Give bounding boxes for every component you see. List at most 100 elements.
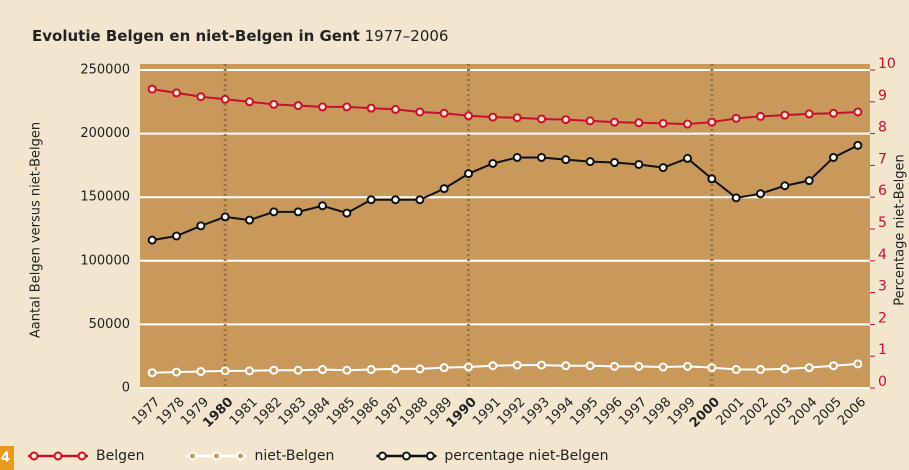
data-point [610, 117, 619, 127]
data-point [853, 359, 863, 369]
data-point [196, 221, 206, 231]
data-point [658, 163, 668, 173]
data-point [342, 102, 352, 112]
data-point [585, 157, 595, 167]
data-point [391, 364, 400, 374]
y2-tick-label: 4 [878, 247, 887, 263]
data-point [318, 102, 327, 112]
data-point [391, 195, 400, 205]
data-point [488, 361, 498, 371]
data-point [610, 361, 619, 371]
chart-title: Evolutie Belgen en niet-Belgen in Gent [32, 27, 360, 45]
data-point [585, 361, 595, 371]
y2-tick-label: 5 [878, 215, 887, 231]
data-point [318, 365, 327, 375]
data-point [439, 184, 449, 194]
data-point [537, 152, 546, 162]
page-number: 4 [1, 451, 10, 466]
data-point [196, 92, 206, 102]
data-point [245, 97, 254, 107]
y-tick-label: 200000 [80, 126, 130, 141]
data-point [293, 101, 303, 111]
data-point [220, 94, 230, 104]
chart-subtitle: 1977–2006 [365, 27, 449, 45]
y-tick-label: 0 [122, 381, 130, 396]
data-point [147, 84, 157, 94]
data-point [585, 116, 595, 126]
legend-marker [29, 451, 39, 461]
y2-tick-label: 8 [878, 120, 887, 136]
data-point [439, 108, 449, 118]
legend-marker [187, 451, 197, 461]
legend-marker [235, 451, 245, 461]
data-point [756, 111, 765, 121]
data-point [415, 195, 425, 205]
data-point [829, 108, 838, 118]
data-point [366, 103, 376, 113]
data-point [683, 153, 692, 163]
data-point [561, 155, 571, 165]
legend-label: percentage niet-Belgen [444, 448, 608, 464]
y-tick-label: 250000 [80, 63, 130, 78]
data-point [561, 115, 571, 125]
y2-tick-label: 2 [878, 310, 887, 326]
data-point [610, 158, 619, 168]
data-point [293, 365, 303, 375]
data-point [537, 360, 546, 370]
data-point [342, 365, 352, 375]
data-point [683, 119, 692, 129]
y-tick-label: 50000 [89, 317, 130, 332]
data-point [464, 362, 473, 372]
data-point [172, 88, 181, 98]
data-point [269, 99, 279, 109]
data-point [147, 235, 157, 245]
data-point [853, 140, 863, 150]
legend-marker [377, 451, 387, 461]
data-point [293, 207, 303, 217]
legend-label: Belgen [96, 448, 144, 464]
y2-axis-label: Percentage niet-Belgen [893, 154, 908, 305]
data-point [658, 362, 668, 372]
data-point [391, 104, 400, 114]
y2-tick-label: 6 [878, 183, 887, 199]
data-point [707, 174, 717, 184]
data-point [780, 181, 790, 191]
data-point [464, 111, 473, 121]
data-point [342, 208, 352, 218]
data-point [147, 368, 157, 378]
data-point [464, 169, 473, 179]
data-point [220, 366, 230, 376]
data-point [634, 118, 644, 128]
data-point [707, 117, 717, 127]
y2-tick-label: 0 [878, 374, 887, 390]
data-point [756, 189, 765, 199]
data-point [488, 158, 498, 168]
data-point [172, 231, 181, 241]
y2-tick-label: 10 [878, 56, 896, 72]
data-point [756, 365, 765, 375]
data-point [731, 365, 741, 375]
data-point [415, 107, 425, 117]
data-point [512, 113, 522, 123]
y2-tick-label: 3 [878, 279, 887, 295]
y-tick-label: 150000 [80, 190, 130, 205]
data-point [488, 112, 498, 122]
data-point [804, 176, 814, 186]
data-point [658, 118, 668, 128]
legend-marker [211, 451, 221, 461]
data-point [318, 201, 327, 211]
data-point [707, 363, 717, 373]
title-group: Evolutie Belgen en niet-Belgen in Gent 1… [32, 27, 448, 45]
y-tick-label: 100000 [80, 253, 130, 268]
data-point [439, 363, 449, 373]
data-point [172, 367, 181, 377]
legend-label: niet-Belgen [254, 448, 334, 464]
data-point [683, 361, 692, 371]
data-point [366, 195, 376, 205]
legend-marker [401, 451, 411, 461]
data-point [634, 361, 644, 371]
y-axis-label: Aantal Belgen versus niet-Belgen [29, 122, 44, 338]
data-point [804, 363, 814, 373]
y2-tick-label: 7 [878, 151, 887, 167]
